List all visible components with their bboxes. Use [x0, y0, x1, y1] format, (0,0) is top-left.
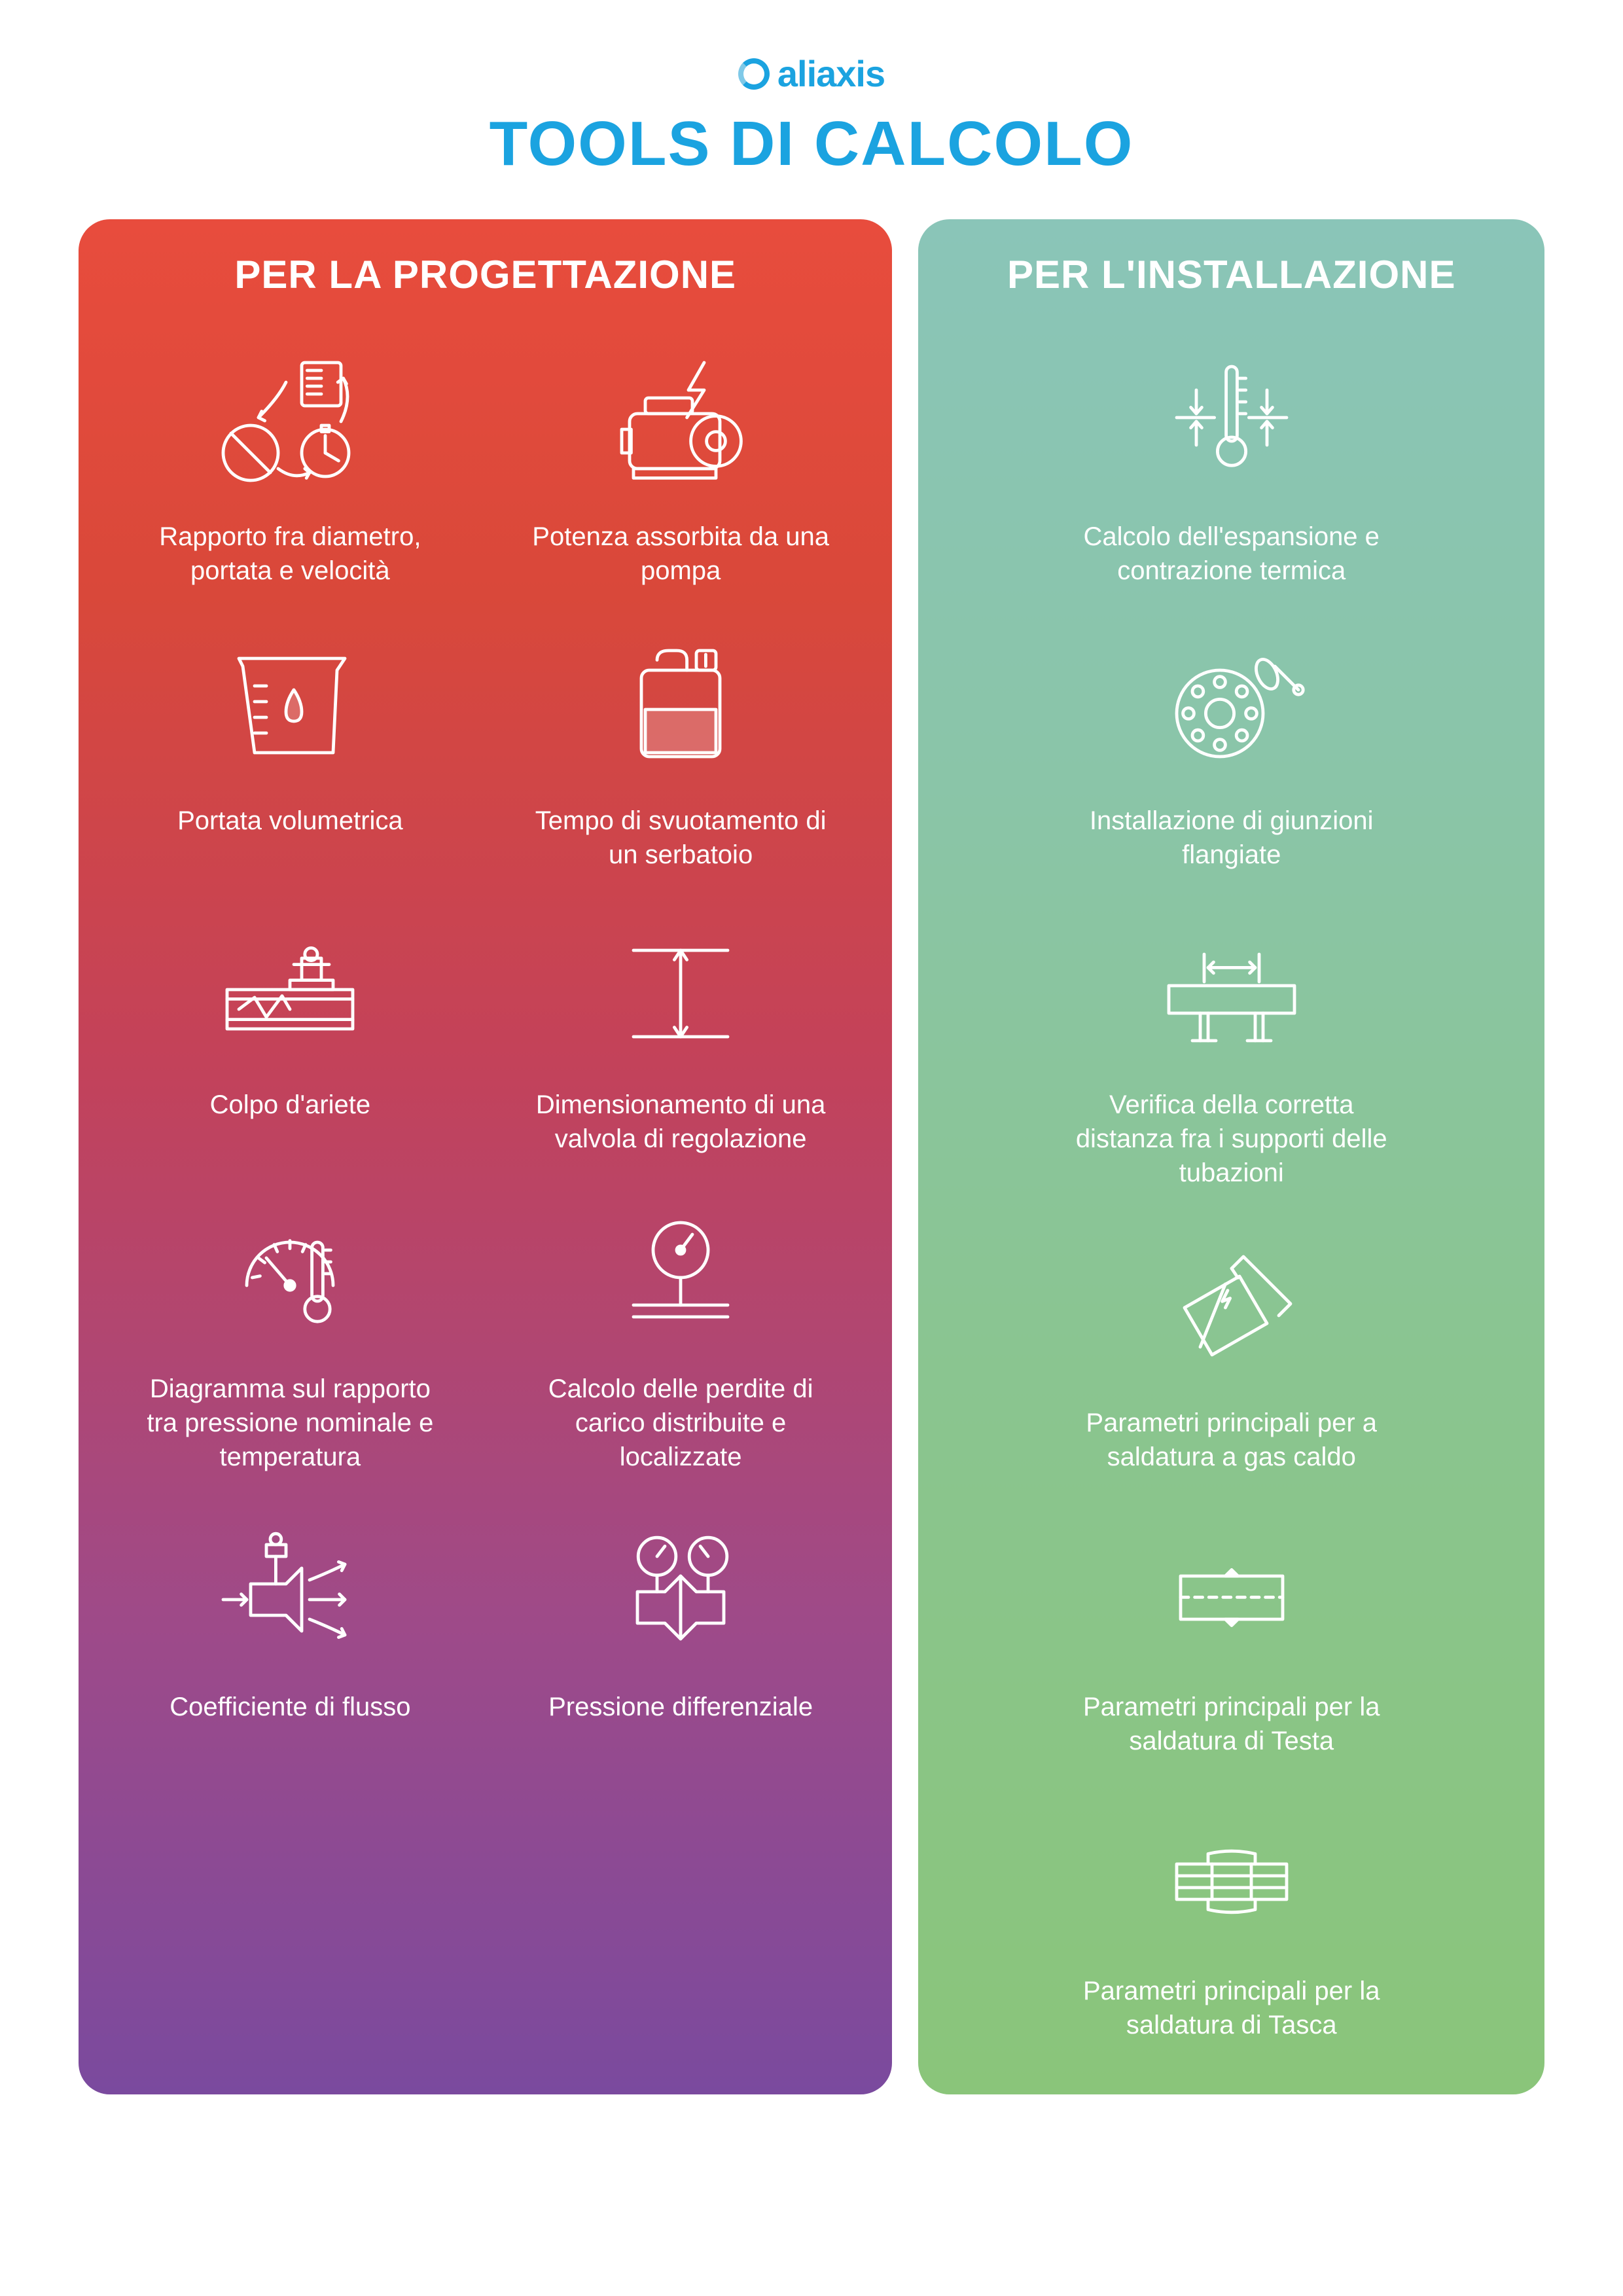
brand-logo: aliaxis [79, 52, 1544, 95]
item-label: Tempo di svuotamento di un serbatoio [524, 804, 838, 872]
pressure-temp-icon [211, 1195, 368, 1352]
tool-item: Tempo di svuotamento di un serbatoio [495, 627, 866, 872]
socket-weld-icon [1153, 1797, 1310, 1954]
flanged-joints-icon [1153, 627, 1310, 784]
pipe-supports-icon [1153, 911, 1310, 1068]
brand-name: aliaxis [777, 52, 885, 95]
installation-panel-title: PER L'INSTALLAZIONE [1007, 253, 1455, 296]
tool-item: Parametri principali per a saldatura a g… [944, 1229, 1518, 1474]
page-title: TOOLS DI CALCOLO [79, 108, 1544, 180]
item-label: Installazione di giunzioni flangiate [1075, 804, 1389, 872]
item-label: Pressione differenziale [548, 1690, 813, 1724]
design-grid: Rapporto fra diametro, portata e velocit… [79, 323, 892, 1776]
item-label: Dimensionamento di una valvola di regola… [524, 1088, 838, 1156]
tool-item: Parametri principali per la saldatura di… [944, 1513, 1518, 1758]
tool-item: Parametri principali per la saldatura di… [944, 1797, 1518, 2042]
water-hammer-icon [211, 911, 368, 1068]
flow-coefficient-icon [211, 1513, 368, 1670]
design-panel-header: PER LA PROGETTAZIONE [79, 219, 892, 323]
item-label: Parametri principali per la saldatura di… [1075, 1690, 1389, 1758]
pressure-loss-icon [602, 1195, 759, 1352]
tool-item: Calcolo dell'espansione e contrazione te… [944, 343, 1518, 588]
diameter-flow-velocity-icon [211, 343, 368, 500]
tool-item: Pressione differenziale [495, 1513, 866, 1724]
tool-item: Portata volumetrica [105, 627, 476, 872]
volumetric-flow-icon [211, 627, 368, 784]
tool-item: Coefficiente di flusso [105, 1513, 476, 1724]
item-label: Portata volumetrica [177, 804, 403, 838]
tool-item: Dimensionamento di una valvola di regola… [495, 911, 866, 1156]
item-label: Coefficiente di flusso [169, 1690, 410, 1724]
tool-item: Verifica della corretta distanza fra i s… [944, 911, 1518, 1190]
pump-power-icon [602, 343, 759, 500]
installation-grid: Calcolo dell'espansione e contrazione te… [918, 323, 1544, 2094]
thermal-expansion-icon [1153, 343, 1310, 500]
design-panel: PER LA PROGETTAZIONE Rapporto fra diamet… [79, 219, 892, 2094]
logo-circle-icon [738, 58, 770, 90]
tool-item: Rapporto fra diametro, portata e velocit… [105, 343, 476, 588]
design-panel-title: PER LA PROGETTAZIONE [234, 253, 736, 296]
item-label: Diagramma sul rapporto tra pressione nom… [133, 1372, 447, 1474]
page-header: aliaxis TOOLS DI CALCOLO [79, 52, 1544, 180]
item-label: Calcolo delle perdite di carico distribu… [524, 1372, 838, 1474]
hot-gas-weld-icon [1153, 1229, 1310, 1386]
valve-sizing-icon [602, 911, 759, 1068]
panels-row: PER LA PROGETTAZIONE Rapporto fra diamet… [79, 219, 1544, 2094]
tool-item: Diagramma sul rapporto tra pressione nom… [105, 1195, 476, 1474]
tool-item: Installazione di giunzioni flangiate [944, 627, 1518, 872]
item-label: Colpo d'ariete [210, 1088, 371, 1122]
item-label: Potenza assorbita da una pompa [524, 520, 838, 588]
item-label: Calcolo dell'espansione e contrazione te… [1075, 520, 1389, 588]
tool-item: Calcolo delle perdite di carico distribu… [495, 1195, 866, 1474]
tool-item: Potenza assorbita da una pompa [495, 343, 866, 588]
item-label: Verifica della corretta distanza fra i s… [1075, 1088, 1389, 1190]
installation-panel-header: PER L'INSTALLAZIONE [918, 219, 1544, 323]
installation-panel: PER L'INSTALLAZIONE Calcolo dell'espansi… [918, 219, 1544, 2094]
tool-item: Colpo d'ariete [105, 911, 476, 1156]
butt-weld-icon [1153, 1513, 1310, 1670]
item-label: Parametri principali per a saldatura a g… [1075, 1406, 1389, 1474]
item-label: Rapporto fra diametro, portata e velocit… [133, 520, 447, 588]
item-label: Parametri principali per la saldatura di… [1075, 1974, 1389, 2042]
differential-pressure-icon [602, 1513, 759, 1670]
tank-emptying-icon [602, 627, 759, 784]
